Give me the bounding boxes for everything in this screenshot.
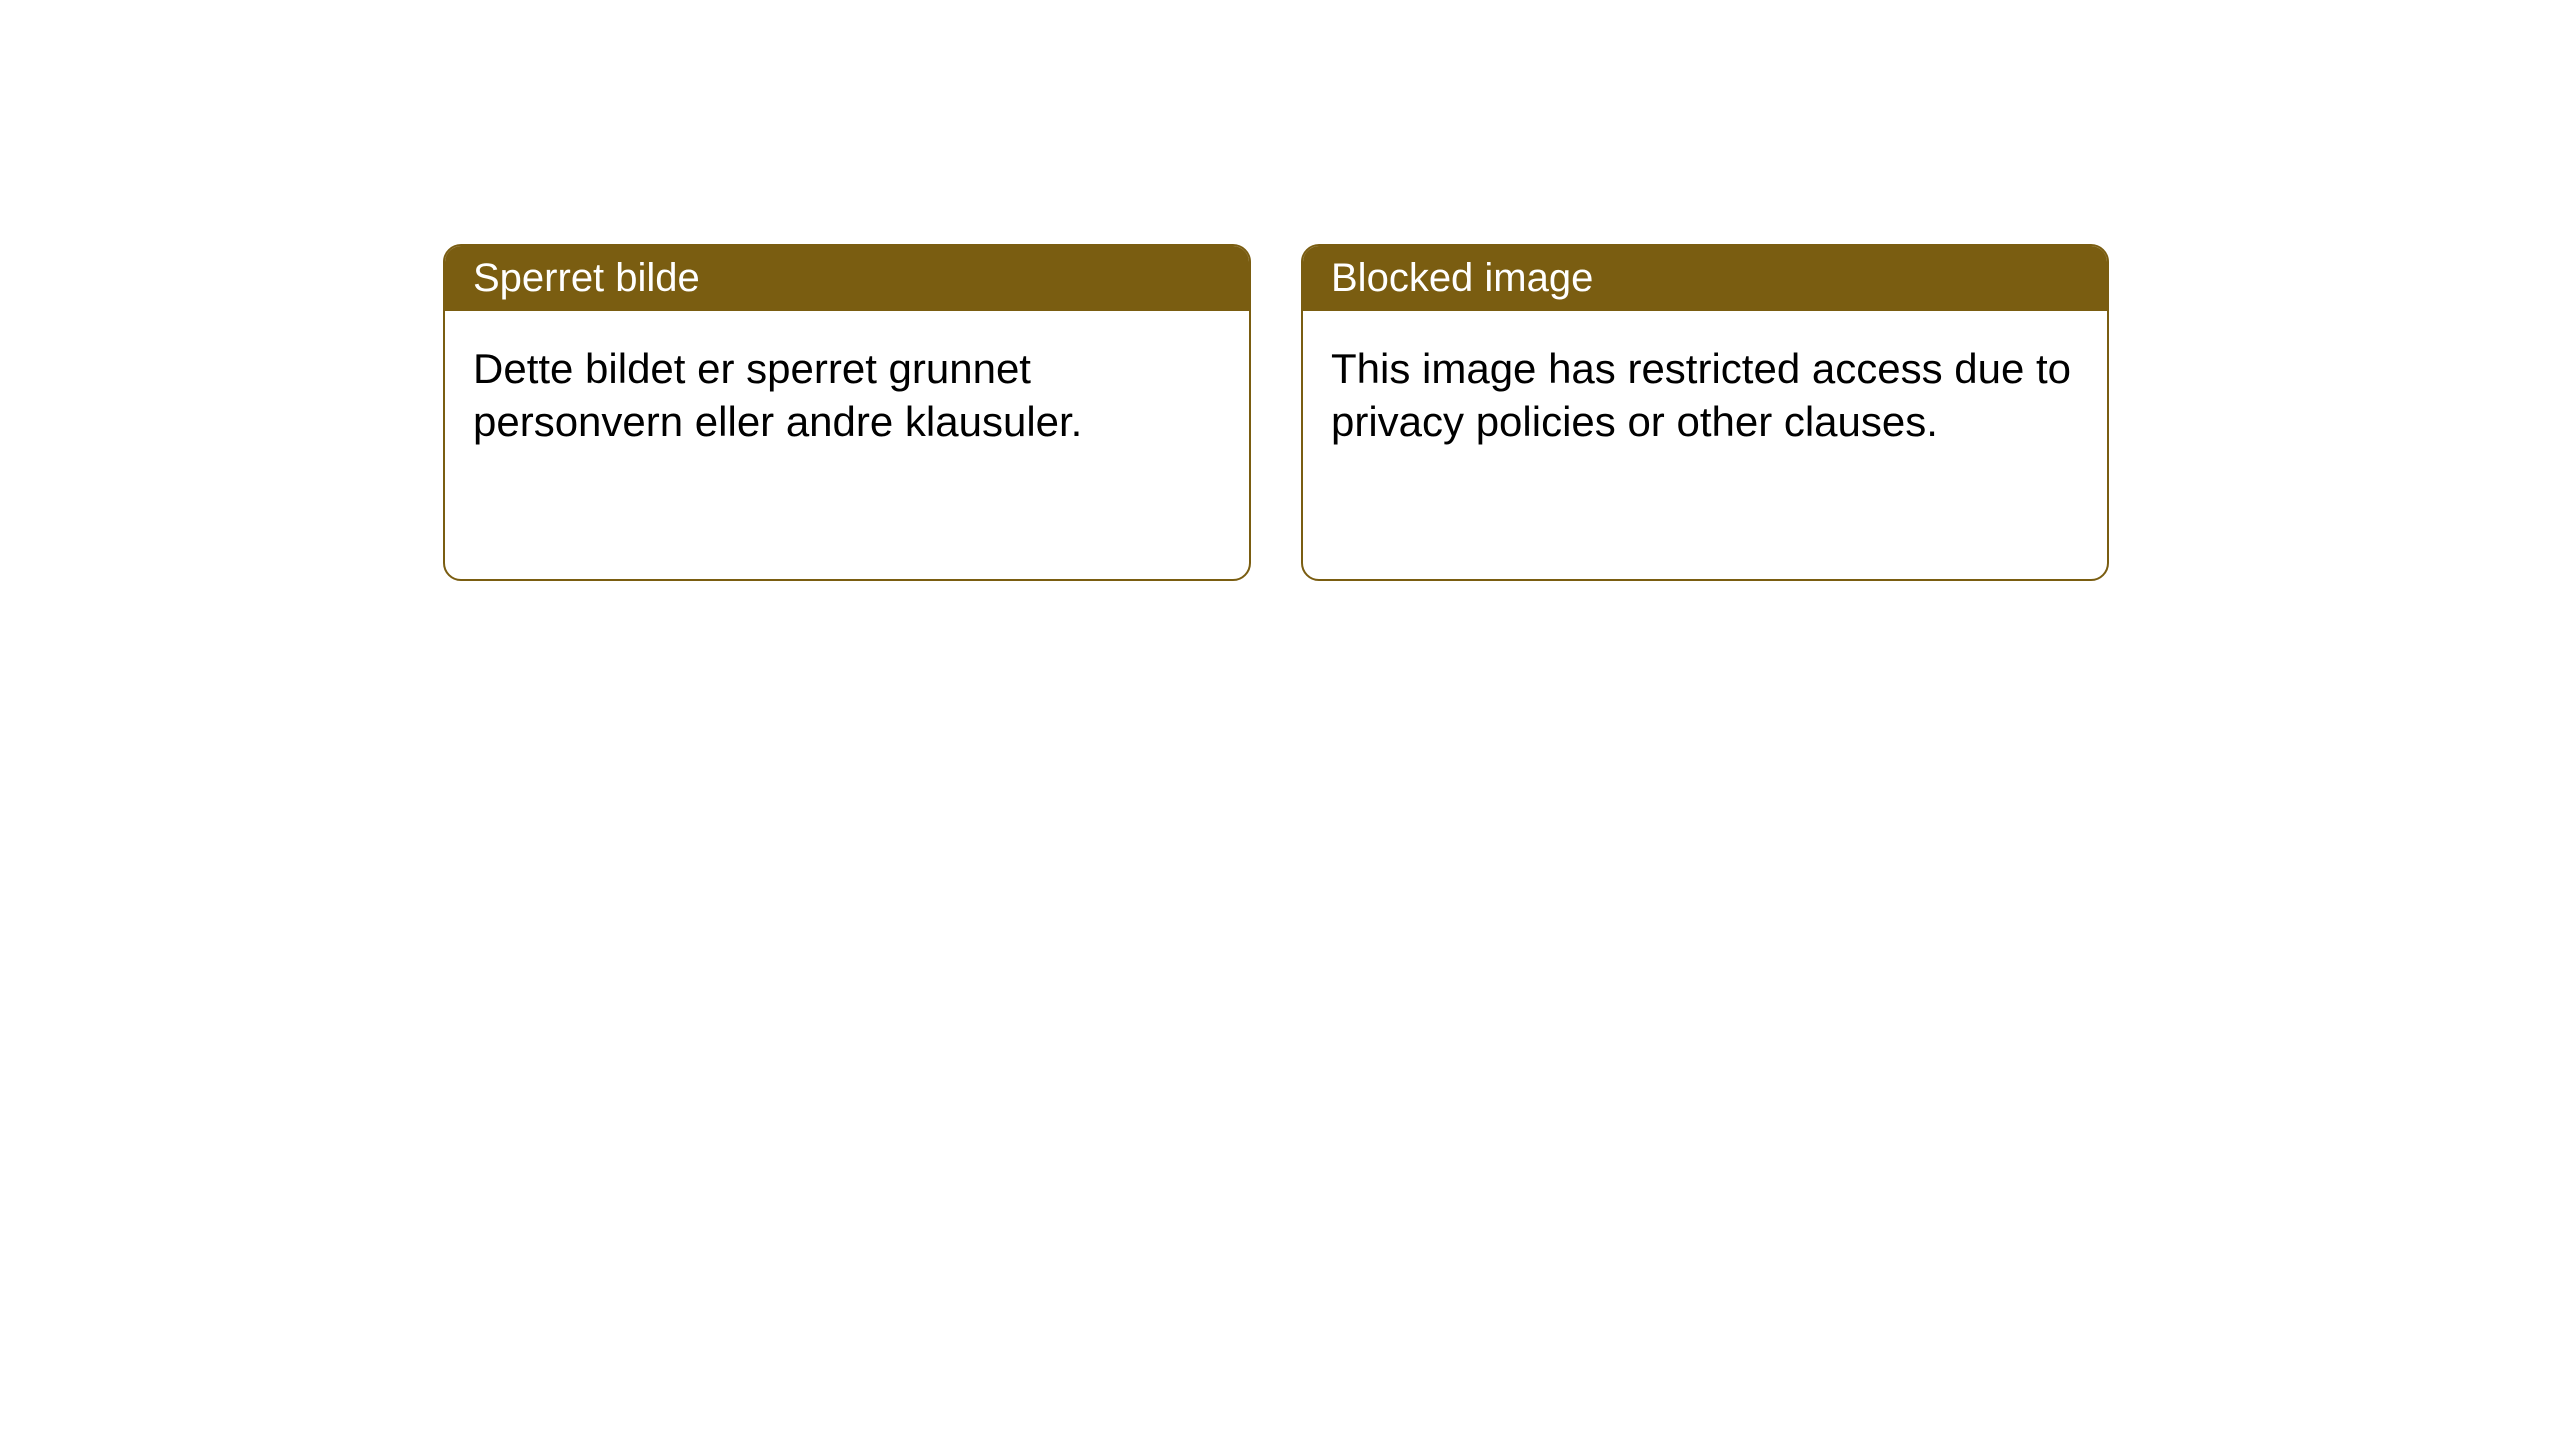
notice-card-body: This image has restricted access due to … [1303,311,2107,579]
notice-card-message: Dette bildet er sperret grunnet personve… [473,345,1082,445]
notice-card-body: Dette bildet er sperret grunnet personve… [445,311,1249,579]
notice-card-header: Sperret bilde [445,246,1249,311]
notice-card-message: This image has restricted access due to … [1331,345,2071,445]
notice-cards-container: Sperret bilde Dette bildet er sperret gr… [0,0,2560,581]
notice-card-title: Sperret bilde [473,256,700,300]
notice-card-title: Blocked image [1331,256,1593,300]
notice-card-english: Blocked image This image has restricted … [1301,244,2109,581]
notice-card-norwegian: Sperret bilde Dette bildet er sperret gr… [443,244,1251,581]
notice-card-header: Blocked image [1303,246,2107,311]
